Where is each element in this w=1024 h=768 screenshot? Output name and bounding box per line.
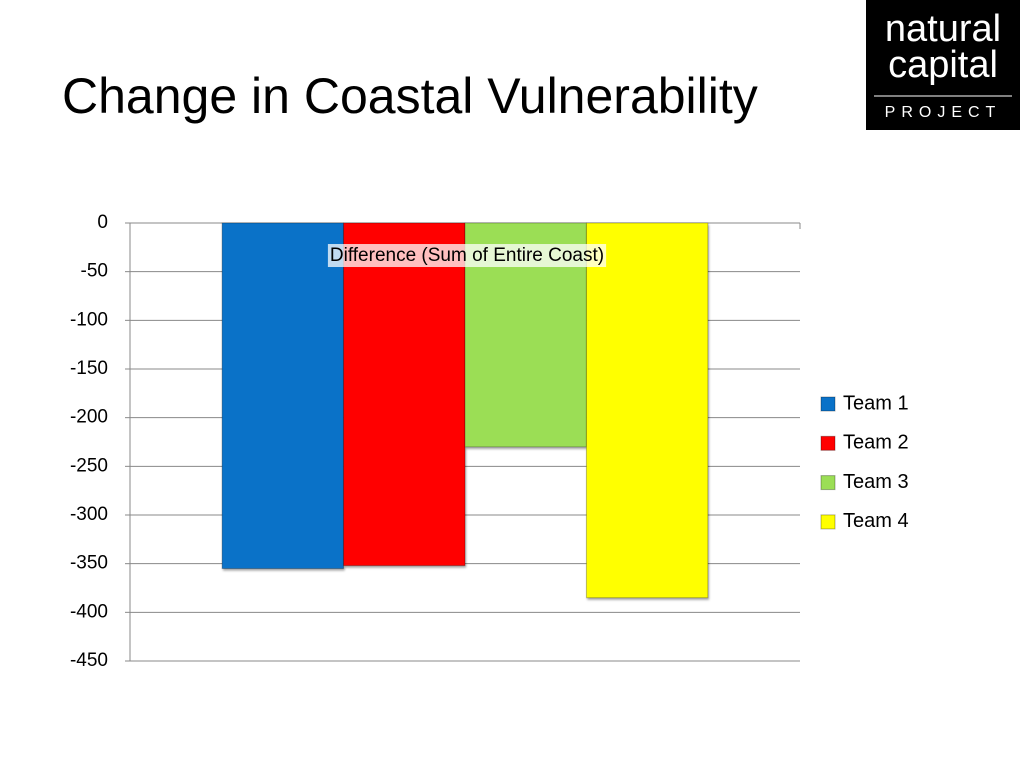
- legend-label: Team 3: [843, 471, 909, 493]
- y-tick-label: -400: [70, 601, 108, 622]
- y-tick-label: -50: [81, 261, 108, 282]
- y-tick-label: -450: [70, 650, 108, 671]
- bar: [221, 222, 345, 570]
- bar: [343, 222, 466, 567]
- logo-box: [866, 0, 1020, 130]
- y-tick-label: 0: [97, 212, 108, 233]
- legend-swatch: [820, 396, 836, 412]
- y-tick-label: -200: [70, 407, 108, 428]
- logo-text: capital: [888, 44, 998, 86]
- y-tick-label: -150: [70, 358, 108, 379]
- slide-title: Change in Coastal Vulnerability: [62, 68, 758, 124]
- legend-label: Team 1: [843, 392, 909, 414]
- legend-swatch: [820, 435, 836, 451]
- legend-label: Team 2: [843, 432, 909, 454]
- bar: [585, 222, 709, 599]
- chart-title-bg: [327, 244, 607, 268]
- y-tick-label: -350: [70, 553, 108, 574]
- y-tick-label: -100: [70, 309, 108, 330]
- legend-swatch: [820, 475, 836, 491]
- y-tick-label: -300: [70, 504, 108, 525]
- chart-title: Difference (Sum of Entire Coast): [330, 245, 604, 266]
- logo-text: PROJECT: [885, 104, 1002, 121]
- legend-label: Team 4: [843, 510, 909, 532]
- legend-swatch: [820, 514, 836, 530]
- y-tick-label: -250: [70, 455, 108, 476]
- logo-text: natural: [885, 8, 1001, 50]
